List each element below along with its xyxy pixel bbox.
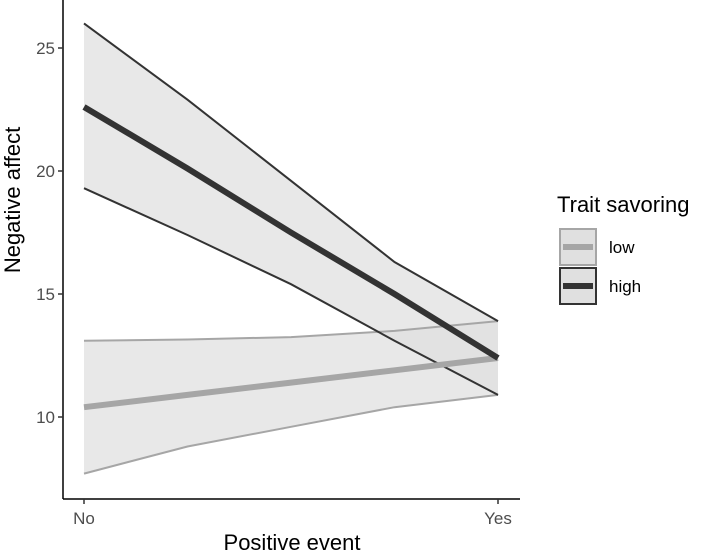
- y-tick-label: 10: [36, 408, 55, 427]
- x-tick-label: No: [73, 509, 95, 528]
- legend-label-high: high: [609, 277, 641, 296]
- legend-title: Trait savoring: [557, 192, 689, 217]
- series-line-high: [82, 104, 500, 361]
- upper-bound-low: [83, 320, 499, 342]
- lower-bound-low: [83, 393, 499, 475]
- y-axis-title: Negative affect: [0, 127, 25, 273]
- x-axis-title: Positive event: [224, 530, 361, 552]
- confidence-bound-lines: [83, 22, 499, 475]
- y-tick-label: 25: [36, 39, 55, 58]
- x-tick-label: Yes: [484, 509, 512, 528]
- ribbon-high: [84, 23, 498, 395]
- y-axis-ticks: 10 15 20 25: [36, 39, 63, 427]
- legend: Trait savoring low high: [557, 192, 689, 305]
- lower-bound-high: [83, 187, 499, 396]
- ribbon-low: [84, 321, 498, 474]
- series-line-low: [83, 355, 499, 411]
- y-tick-label: 15: [36, 285, 55, 304]
- confidence-ribbons: [84, 23, 498, 474]
- x-axis-ticks: No Yes: [73, 499, 512, 528]
- legend-label-low: low: [609, 238, 635, 257]
- series-lines: [82, 104, 500, 411]
- y-tick-label: 20: [36, 162, 55, 181]
- upper-bound-high: [83, 22, 499, 322]
